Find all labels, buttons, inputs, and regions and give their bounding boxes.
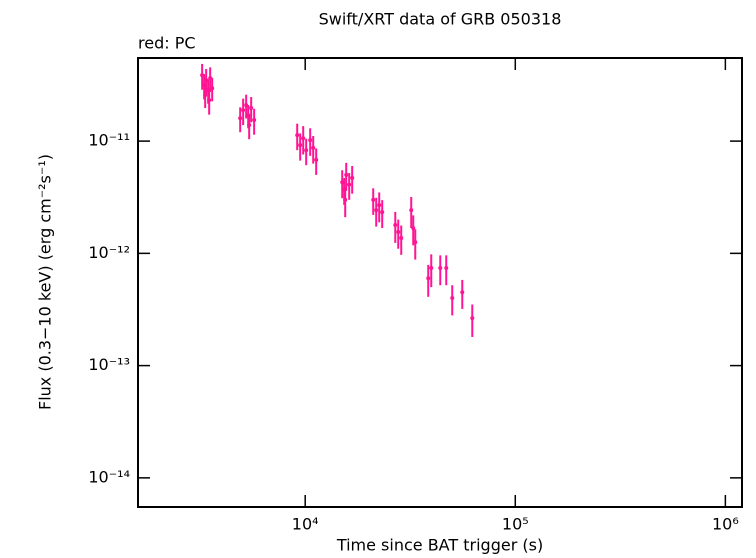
data-point <box>304 148 309 153</box>
data-point <box>470 316 475 321</box>
data-point <box>203 93 208 98</box>
x-axis-label: Time since BAT trigger (s) <box>336 536 543 555</box>
data-point <box>200 73 205 78</box>
data-point <box>204 78 209 83</box>
data-point <box>247 123 252 128</box>
data-point <box>411 226 416 231</box>
data-point <box>444 266 449 271</box>
data-point <box>249 106 254 111</box>
data-point <box>413 240 418 245</box>
data-point <box>450 296 455 301</box>
x-tick-label: 10⁴ <box>292 515 319 534</box>
data-point <box>374 208 379 213</box>
data-point <box>396 229 401 234</box>
y-tick-label: 10⁻¹⁴ <box>88 467 130 486</box>
data-point <box>399 236 404 241</box>
data-point <box>301 136 306 141</box>
data-point <box>393 222 398 227</box>
data-point <box>460 290 465 295</box>
data-point <box>252 118 257 123</box>
data-point <box>295 133 300 138</box>
chart-subtitle: red: PC <box>138 34 196 53</box>
data-point <box>207 98 212 103</box>
data-point <box>371 197 376 202</box>
data-point <box>426 276 431 281</box>
data-point <box>238 116 243 121</box>
data-point <box>314 157 319 162</box>
x-tick-label: 10⁵ <box>502 515 529 534</box>
data-point <box>380 210 385 215</box>
data-point <box>244 103 249 108</box>
y-tick-label: 10⁻¹² <box>88 243 130 262</box>
chart-title: Swift/XRT data of GRB 050318 <box>319 10 562 29</box>
y-tick-label: 10⁻¹¹ <box>88 131 130 150</box>
y-tick-label: 10⁻¹³ <box>88 355 130 374</box>
data-point <box>350 175 355 180</box>
plot-frame <box>137 57 743 508</box>
data-point <box>377 203 382 208</box>
data-point <box>241 108 246 113</box>
x-tick-label: 10⁶ <box>712 515 739 534</box>
data-point <box>347 182 352 187</box>
data-point <box>409 208 414 213</box>
data-point <box>308 138 313 143</box>
data-point <box>210 86 215 91</box>
data-point <box>438 266 443 271</box>
data-point <box>344 172 349 177</box>
data-point <box>343 197 348 202</box>
data-point <box>311 145 316 150</box>
data-point <box>429 266 434 271</box>
data-point <box>298 143 303 148</box>
y-axis-label: Flux (0.3−10 keV) (erg cm⁻²s⁻¹) <box>36 154 55 410</box>
